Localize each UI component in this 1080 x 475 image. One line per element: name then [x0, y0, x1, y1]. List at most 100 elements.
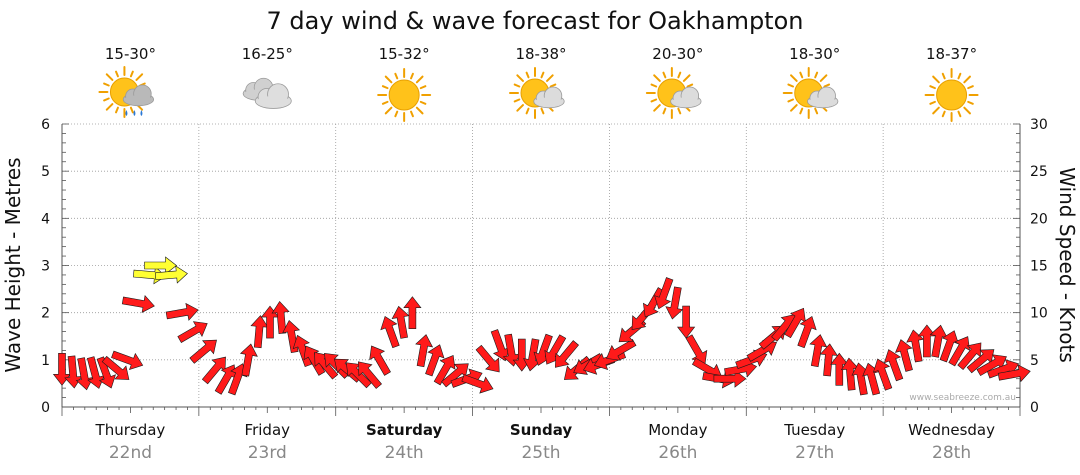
sun-ray — [799, 71, 804, 79]
sun-ray — [932, 75, 940, 84]
y-tick-label-left: 5 — [41, 164, 50, 180]
day-label: Sunday — [510, 421, 573, 439]
y-tick-label-right: 15 — [1030, 259, 1048, 275]
sun-ray — [929, 85, 936, 90]
wind-arrow — [830, 352, 849, 386]
sun-ray — [929, 100, 936, 105]
sun-ray — [819, 74, 828, 82]
sun-ray — [381, 85, 389, 90]
cloud-fill — [808, 97, 838, 107]
day-axis-labels: Thursday 22nd Friday 23rd Saturday 24th Sunday… — [95, 421, 996, 463]
wind-arrow — [189, 339, 217, 364]
day-label: Monday — [648, 421, 707, 439]
sun-ray — [516, 104, 524, 112]
wind-arrow — [101, 355, 130, 380]
wind-arrow — [75, 357, 94, 391]
wind-arrow — [441, 363, 469, 388]
wind-arrow — [403, 296, 422, 330]
wind-arrow — [917, 324, 937, 358]
wind-arrow — [502, 333, 521, 367]
sun-ray — [525, 71, 530, 79]
wind-arrow — [144, 256, 177, 275]
sun-ray — [540, 71, 545, 79]
sun-ray — [932, 106, 940, 115]
day-date-label: 25th — [521, 443, 560, 463]
sun-ray — [129, 70, 134, 78]
sun-ray — [682, 74, 691, 82]
day-date-label: 24th — [385, 443, 424, 463]
sun-ray — [419, 85, 427, 90]
rain-drop — [125, 110, 128, 116]
rain-drop — [133, 110, 136, 116]
wind-arrow — [475, 344, 500, 373]
sun-ray — [516, 74, 524, 82]
sun-ray — [513, 98, 521, 103]
wind-arrow — [665, 286, 684, 320]
y-tick-label-left: 4 — [41, 211, 50, 227]
sun-ray — [814, 71, 819, 79]
wind-arrow — [929, 324, 948, 358]
sun-ray — [787, 98, 795, 103]
wind-arrow — [948, 336, 971, 367]
wind-arrow — [906, 329, 925, 363]
plot-grid — [62, 123, 1020, 407]
sun-ray — [129, 106, 134, 114]
sun-ray — [115, 70, 119, 78]
sun-ray — [653, 74, 661, 82]
sun-ray — [967, 100, 974, 105]
wind-arrow — [966, 349, 995, 374]
wind-arrow — [872, 358, 893, 391]
wind-arrow — [784, 307, 806, 339]
sun-ray — [677, 71, 682, 79]
wind-arrow — [461, 374, 494, 394]
temperature-range: 15-32° — [379, 45, 430, 63]
sun-ray — [381, 100, 389, 105]
sun-ray — [650, 83, 658, 88]
sun-disc — [936, 79, 968, 111]
sun-ray — [790, 74, 798, 82]
sun-ray — [105, 73, 114, 81]
temperature-range: 18-37° — [926, 45, 977, 63]
wind-arrow — [997, 364, 1031, 383]
sun-icon — [924, 68, 979, 122]
y-tick-label-right: 25 — [1030, 164, 1048, 180]
day-date-label: 26th — [658, 443, 697, 463]
wind-arrow — [391, 305, 410, 339]
wind-arrow — [676, 305, 696, 339]
daily-forecast-row: 15-30° 16-25° 15-32° 18-38° 20-30° 18-30° 18-3… — [98, 45, 979, 122]
cloud-fill — [671, 97, 701, 107]
wind-arrow — [154, 265, 188, 284]
sun-ray — [546, 74, 554, 82]
wind-arrow — [976, 354, 1007, 377]
y-tick-label-left: 1 — [41, 353, 50, 369]
sun-ray — [790, 104, 798, 112]
wind-arrow — [490, 329, 511, 362]
wind-arrow — [819, 343, 838, 377]
wind-arrow — [369, 345, 391, 376]
sun-cloud-icon — [509, 67, 565, 119]
wind-arrow — [121, 295, 155, 313]
credit-text: www.seabreeze.com.au — [909, 393, 1016, 403]
y-axis-left-title: Wave Height - Metres — [1, 157, 25, 372]
sun-ray — [103, 82, 110, 87]
wind-arrow — [642, 287, 665, 318]
sun-ray — [513, 83, 521, 88]
wind-arrow — [165, 302, 199, 321]
day-date-label: 23rd — [248, 443, 287, 463]
sun-ray — [549, 83, 557, 88]
sun-ray — [653, 104, 661, 112]
cloud-fill — [124, 95, 153, 105]
day-label: Saturday — [366, 421, 443, 439]
y-tick-label-right: 30 — [1030, 117, 1048, 133]
day-date-label: 22nd — [109, 443, 152, 463]
y-tick-label-left: 0 — [41, 400, 50, 416]
wind-arrow — [96, 356, 116, 389]
sun-ray — [677, 107, 682, 115]
wind-arrow — [380, 316, 400, 349]
sun-ray — [410, 72, 414, 80]
sun-disc — [388, 79, 420, 111]
wind-arrow — [523, 338, 541, 372]
sun-ray — [415, 106, 424, 115]
sun-ray — [957, 72, 962, 80]
